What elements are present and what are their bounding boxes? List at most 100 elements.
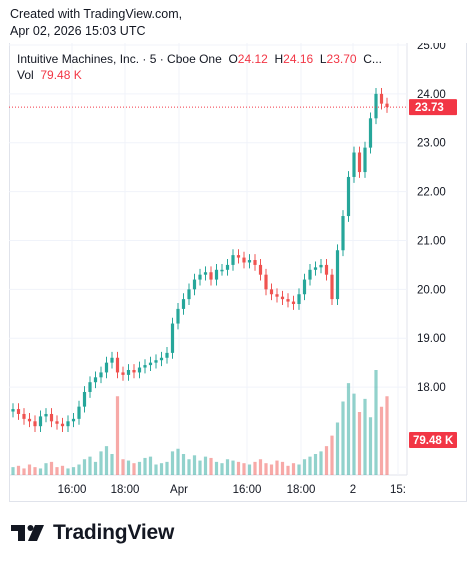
volume-bar <box>264 463 268 475</box>
volume-bar <box>291 463 296 475</box>
price-tick-label: 18.00 <box>417 382 446 394</box>
volume-bar <box>77 464 81 475</box>
volume-bar <box>176 448 180 475</box>
candle-body <box>214 269 219 280</box>
candle-body <box>346 176 351 217</box>
time-tick-label: 18:00 <box>287 484 316 496</box>
volume-bar <box>22 468 26 475</box>
volume-bar <box>280 461 285 475</box>
candle-body <box>99 372 103 378</box>
volume-bar <box>115 396 120 475</box>
candle-body <box>121 372 125 375</box>
candle-body <box>143 365 147 368</box>
candle-body <box>16 409 21 414</box>
candle-body <box>33 421 37 427</box>
volume-bar <box>165 461 169 475</box>
candle-body <box>126 369 131 375</box>
candle-body <box>110 357 114 363</box>
export-timestamp: Apr 02, 2026 15:03 UTC <box>10 24 146 38</box>
price-tick-label: 24.00 <box>417 89 446 101</box>
volume-bar <box>357 412 362 475</box>
volume-bar <box>242 463 246 475</box>
volume-bar <box>49 461 54 475</box>
volume-bar <box>319 451 323 475</box>
volume-bar <box>236 461 241 475</box>
time-tick-label: Apr <box>170 484 188 496</box>
volume-bar <box>192 455 197 475</box>
last-price-label: 23.73 <box>415 102 444 114</box>
candle-body <box>115 357 120 373</box>
legend-low-value: 23.70 <box>326 52 357 66</box>
volume-bar <box>66 468 70 475</box>
volume-bar <box>203 456 208 475</box>
chart-pane[interactable]: 25.00 24.00 23.00 22.00 21.00 20.00 19.00 18.00… <box>9 40 467 502</box>
time-tick-label: 15: <box>390 484 406 496</box>
volume-bar <box>253 461 257 475</box>
volume-bar <box>297 464 301 475</box>
volume-bar <box>352 393 356 475</box>
volume-bar <box>275 460 279 475</box>
last-volume-badge <box>409 432 457 448</box>
candle-body <box>44 413 48 417</box>
volume-bar <box>110 454 114 475</box>
price-tick-label: 25.00 <box>417 43 446 52</box>
volume-bar <box>60 465 65 475</box>
candle-body <box>38 416 43 427</box>
candle-body <box>231 255 235 265</box>
volume-bar <box>181 454 186 475</box>
candle-body <box>302 279 307 295</box>
candle-body <box>324 264 329 275</box>
candle-body <box>368 118 373 148</box>
price-tick-label: 19.00 <box>417 333 446 345</box>
volume-bar <box>71 467 76 475</box>
candle-body <box>132 369 136 373</box>
candle-body <box>258 264 263 275</box>
time-tick-label: 16:00 <box>233 484 262 496</box>
candle-body <box>236 255 241 258</box>
legend-open-value: 24.12 <box>237 52 268 66</box>
volume-bar <box>269 464 274 475</box>
price-tick-label: 23.00 <box>417 138 446 150</box>
candle-body <box>335 250 340 300</box>
legend-volume-value: 79.48 K <box>40 68 82 82</box>
volume-bar <box>104 446 109 475</box>
volume-bar <box>27 464 32 475</box>
volume-bar <box>38 468 43 475</box>
legend-high-value: 24.16 <box>283 52 314 66</box>
volume-bar <box>154 464 158 475</box>
candle-body <box>181 299 186 309</box>
volume-bar <box>44 463 48 475</box>
volume-bar <box>368 417 373 475</box>
volume-bar <box>308 456 312 475</box>
candle-body <box>27 418 32 422</box>
volume-bars <box>11 370 389 475</box>
candle-body <box>286 299 290 302</box>
tradingview-logo-icon <box>11 525 44 541</box>
volume-bar <box>132 463 136 475</box>
candle-body <box>148 362 153 366</box>
chart-legend: Intuitive Machines, Inc. · 5 · Cboe One … <box>17 51 382 83</box>
volume-bar <box>286 465 290 475</box>
candle-body <box>297 294 301 305</box>
candle-body <box>280 296 285 300</box>
candle-body <box>77 406 81 419</box>
volume-bar <box>137 461 142 475</box>
candle-body <box>176 308 180 324</box>
candle-body <box>203 272 208 275</box>
legend-volume-row: Vol 79.48 K <box>17 67 382 83</box>
last-price-marker: 23.73 79.48 K <box>9 99 457 448</box>
grid-lines <box>9 43 467 502</box>
last-volume-label: 79.48 K <box>413 435 454 447</box>
candlestick-chart[interactable]: 25.00 24.00 23.00 22.00 21.00 20.00 19.00 18.00… <box>9 40 467 502</box>
candle-body <box>352 152 356 177</box>
candle-body <box>198 274 202 280</box>
candle-body <box>253 260 257 265</box>
candle-body <box>308 269 312 280</box>
candle-body <box>374 93 378 119</box>
volume-bar <box>198 460 202 475</box>
volume-bar <box>16 465 21 475</box>
volume-bar <box>363 398 367 475</box>
volume-bar <box>121 459 125 475</box>
tradingview-logo: TradingView <box>11 521 174 545</box>
legend-high-label: H <box>274 52 284 66</box>
